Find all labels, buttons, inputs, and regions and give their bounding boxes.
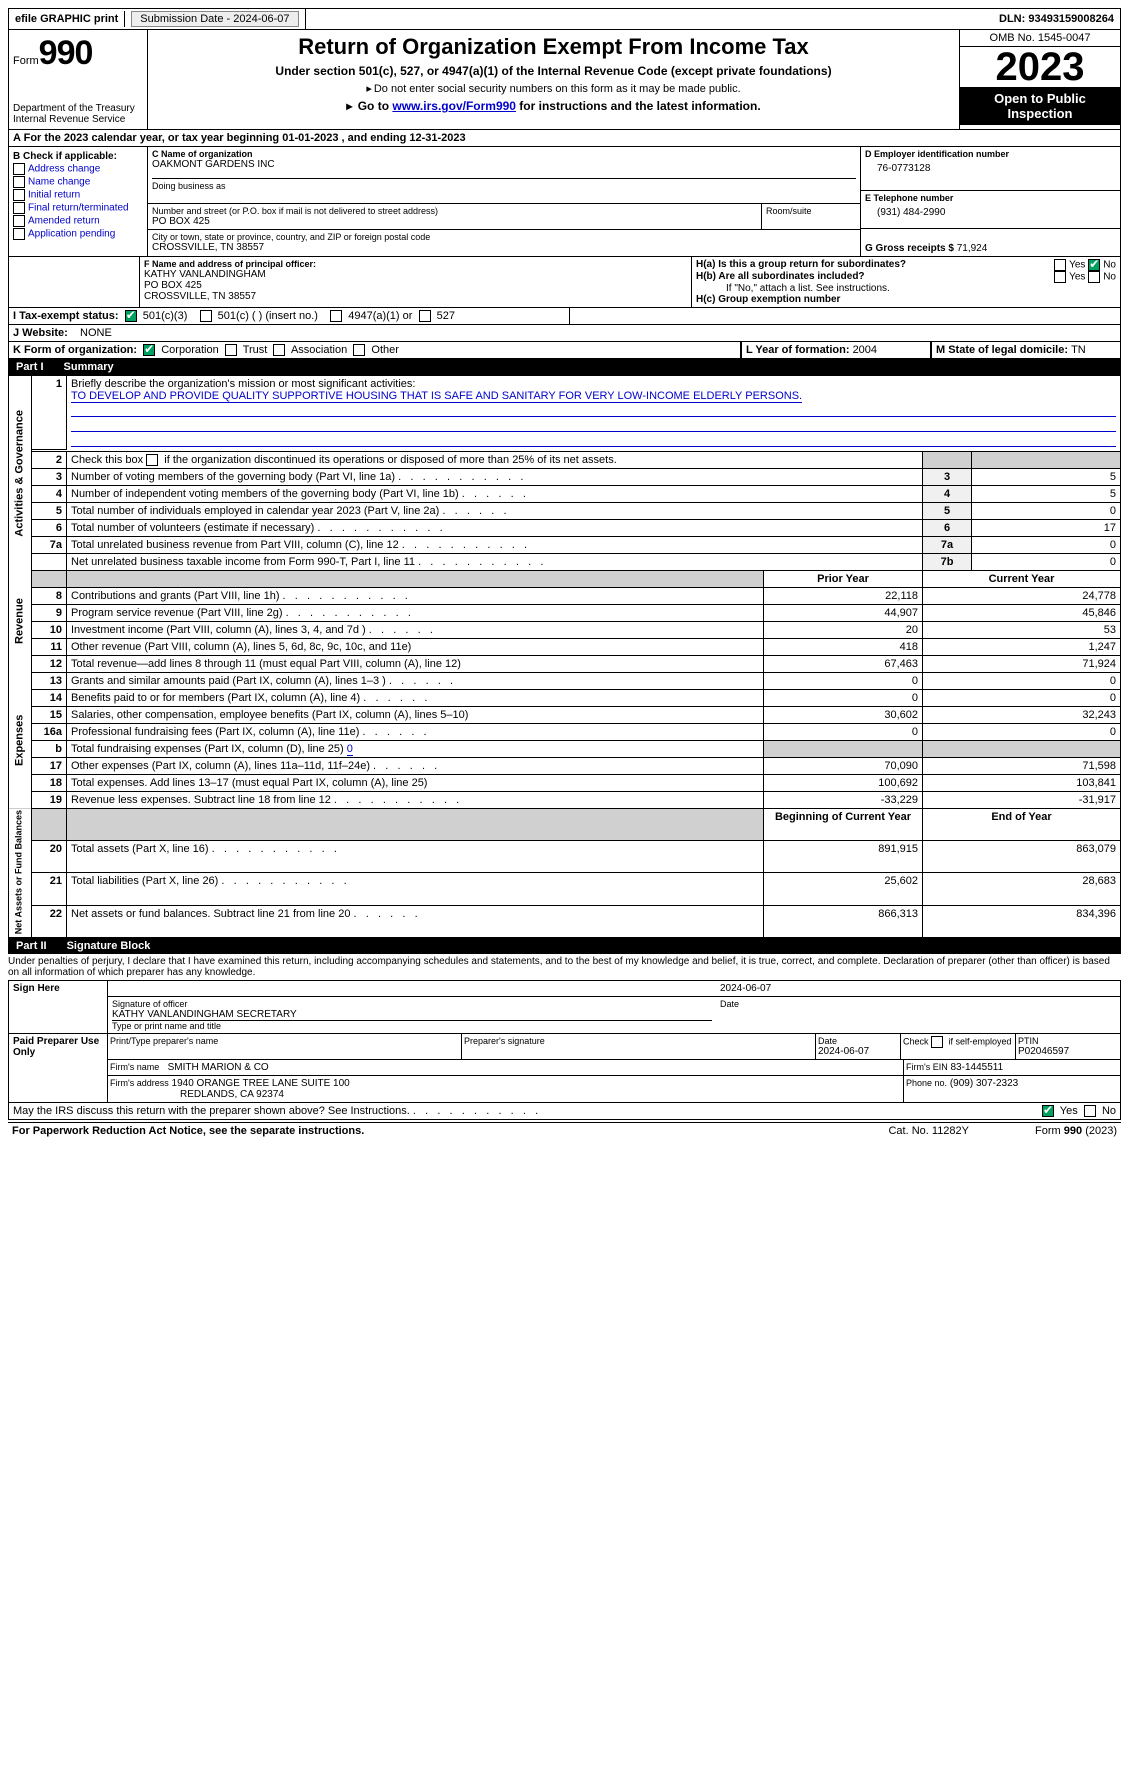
- form-title: Return of Organization Exempt From Incom…: [156, 34, 951, 60]
- val-7b: 0: [972, 553, 1121, 570]
- chk-application[interactable]: Application pending: [13, 228, 143, 240]
- ssn-note: Do not enter social security numbers on …: [156, 82, 951, 95]
- irs-label: Internal Revenue Service: [13, 114, 143, 125]
- irs-link[interactable]: www.irs.gov/Form990: [392, 99, 516, 113]
- goto-line: Go to www.irs.gov/Form990 for instructio…: [156, 99, 951, 113]
- box-k: K Form of organization: Corporation Trus…: [8, 342, 741, 359]
- vert-netassets: Net Assets or Fund Balances: [9, 808, 32, 937]
- box-c-name: C Name of organization OAKMONT GARDENS I…: [148, 147, 861, 204]
- val-7a: 0: [972, 536, 1121, 553]
- open-public: Open to Public Inspection: [960, 87, 1120, 125]
- sign-here-label: Sign Here: [9, 980, 108, 1033]
- vert-expenses: Expenses: [9, 672, 32, 808]
- info-block: B Check if applicable: Address change Na…: [8, 147, 1121, 257]
- dln-label: DLN: 93493159008264: [993, 11, 1120, 27]
- dept-label: Department of the Treasury: [13, 103, 143, 114]
- vert-governance: Activities & Governance: [9, 376, 32, 571]
- chk-groupreturn-no[interactable]: [1088, 259, 1100, 271]
- chk-501c3[interactable]: [125, 310, 137, 322]
- val-4: 5: [972, 485, 1121, 502]
- chk-name[interactable]: Name change: [13, 176, 143, 188]
- line-a: A For the 2023 calendar year, or tax yea…: [8, 130, 1121, 147]
- box-c-city: City or town, state or province, country…: [148, 230, 861, 257]
- ein: 76-0773128: [865, 159, 1116, 174]
- org-name: OAKMONT GARDENS INC: [152, 159, 856, 170]
- chk-final[interactable]: Final return/terminated: [13, 202, 143, 214]
- signature-table: Sign Here 2024-06-07 Signature of office…: [8, 980, 1121, 1103]
- val-5: 0: [972, 502, 1121, 519]
- val-6: 17: [972, 519, 1121, 536]
- efile-label: efile GRAPHIC print: [9, 11, 125, 27]
- box-b: B Check if applicable: Address change Na…: [8, 147, 148, 257]
- form-header: Form990 Department of the Treasury Inter…: [8, 30, 1121, 130]
- box-h: H(a) Is this a group return for subordin…: [692, 257, 1121, 308]
- discuss-row: May the IRS discuss this return with the…: [8, 1103, 1121, 1120]
- box-e: E Telephone number (931) 484-2990: [861, 191, 1121, 229]
- part2-header: Part II Signature Block: [8, 938, 1121, 954]
- box-f: F Name and address of principal officer:…: [140, 257, 692, 308]
- officer-name: KATHY VANLANDINGHAM SECRETARY: [112, 1009, 712, 1020]
- gross-receipts: 71,924: [957, 243, 988, 254]
- box-l: L Year of formation: 2004: [741, 342, 931, 359]
- chk-address[interactable]: Address change: [13, 163, 143, 175]
- mission-text: TO DEVELOP AND PROVIDE QUALITY SUPPORTIV…: [71, 390, 802, 403]
- chk-amended[interactable]: Amended return: [13, 215, 143, 227]
- tax-year: 2023: [960, 47, 1120, 87]
- summary-table: Activities & Governance 1 Briefly descri…: [8, 375, 1121, 938]
- room-suite: Room/suite: [762, 204, 861, 230]
- val-3: 5: [972, 468, 1121, 485]
- chk-discuss-yes[interactable]: [1042, 1105, 1054, 1117]
- subtitle: Under section 501(c), 527, or 4947(a)(1)…: [156, 64, 951, 78]
- vert-revenue: Revenue: [9, 570, 32, 672]
- perjury-text: Under penalties of perjury, I declare th…: [8, 954, 1121, 980]
- box-g: G Gross receipts $ 71,924: [861, 229, 1121, 257]
- paid-preparer-label: Paid Preparer Use Only: [9, 1033, 108, 1102]
- chk-initial[interactable]: Initial return: [13, 189, 143, 201]
- form-number: 990: [39, 34, 93, 72]
- box-c-addr: Number and street (or P.O. box if mail i…: [148, 204, 762, 230]
- top-bar: efile GRAPHIC print Submission Date - 20…: [8, 8, 1121, 30]
- box-j: J Website: NONE: [8, 325, 1121, 342]
- footer: For Paperwork Reduction Act Notice, see …: [8, 1122, 1121, 1139]
- box-i: I Tax-exempt status: 501(c)(3) 501(c) ( …: [8, 308, 570, 325]
- chk-corp[interactable]: [143, 344, 155, 356]
- part1-header: Part I Summary: [8, 359, 1121, 375]
- box-d: D Employer identification number 76-0773…: [861, 147, 1121, 191]
- submission-date-button[interactable]: Submission Date - 2024-06-07: [131, 11, 298, 27]
- box-m: M State of legal domicile: TN: [931, 342, 1121, 359]
- phone: (931) 484-2990: [865, 203, 1116, 218]
